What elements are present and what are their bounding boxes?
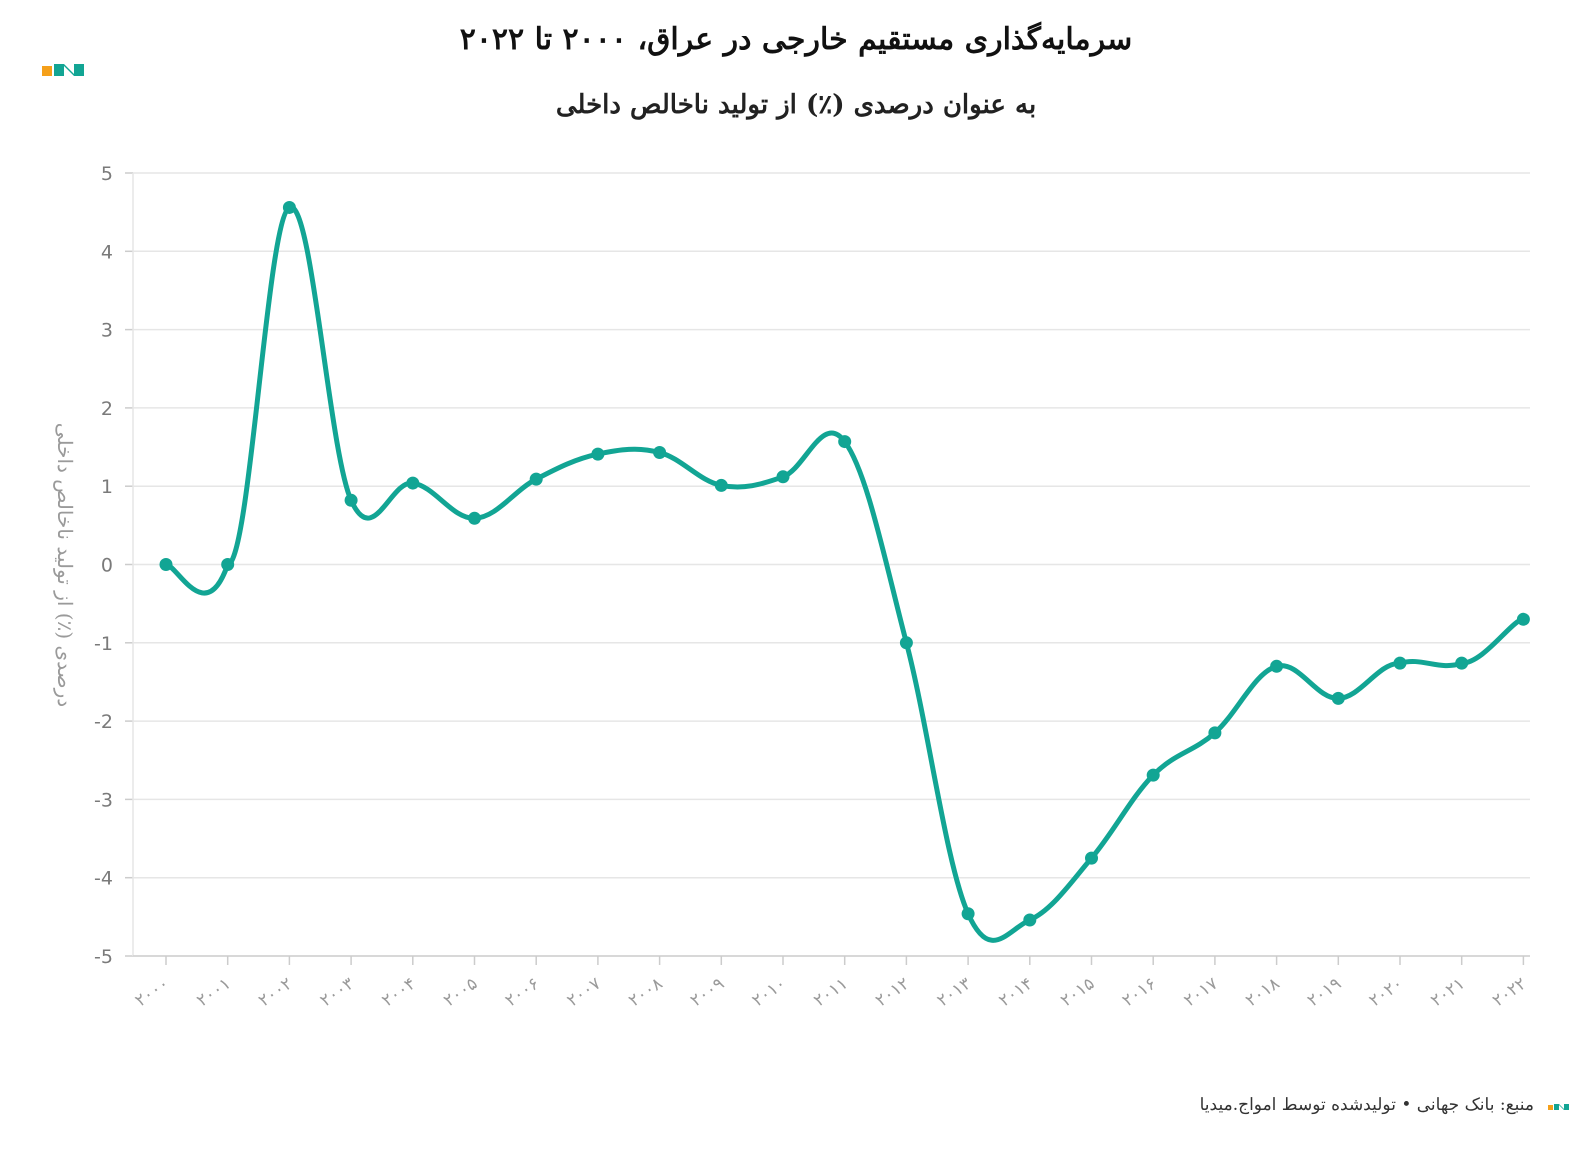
data-point[interactable]: [653, 446, 667, 460]
y-axis-label: درصدی (٪) از تولید ناخالص داخلی: [53, 423, 77, 707]
x-tick-label: ۲۰۲۲: [1489, 974, 1530, 1011]
data-point[interactable]: [529, 472, 543, 486]
data-point[interactable]: [406, 476, 420, 490]
data-point[interactable]: [282, 200, 296, 214]
x-tick-label: ۲۰۱۵: [1057, 974, 1098, 1011]
y-tick-label: 1: [101, 476, 113, 498]
x-tick-label: ۲۰۱۲: [872, 974, 913, 1011]
y-tick-label: 3: [101, 320, 113, 342]
x-tick-label: ۲۰۱۸: [1242, 974, 1283, 1011]
y-tick-label: 4: [101, 241, 113, 263]
x-tick-label: ۲۰۰۸: [625, 974, 666, 1011]
y-tick-label: -4: [94, 868, 113, 890]
data-point[interactable]: [1208, 726, 1222, 740]
data-point[interactable]: [899, 636, 913, 650]
amwaj-logo-icon: [42, 64, 84, 76]
x-tick-label: ۲۰۱۰: [748, 974, 789, 1011]
data-point[interactable]: [961, 907, 975, 921]
y-tick-label: -3: [94, 789, 113, 811]
x-tick-label: ۲۰۱۶: [1119, 974, 1160, 1011]
x-tick-label: ۲۰۱۱: [810, 974, 851, 1011]
amwaj-logo-small-icon: [1548, 1104, 1569, 1110]
y-axis: 5 4 3 2 1 0 -1 -2 -3 -4 -5: [94, 163, 134, 968]
y-tick-label: -2: [94, 711, 113, 733]
y-tick-label: -1: [94, 633, 113, 655]
data-point[interactable]: [221, 558, 235, 571]
data-point[interactable]: [1085, 851, 1098, 865]
x-tick-label: ۲۰۲۰: [1365, 974, 1406, 1011]
x-tick-label: ۲۰۱۳: [934, 974, 975, 1011]
data-points: [159, 200, 1530, 927]
grid-lines: [133, 172, 1530, 957]
x-tick-label: ۲۰۰۰: [131, 974, 172, 1011]
data-point[interactable]: [1023, 913, 1037, 927]
data-point[interactable]: [1270, 659, 1284, 673]
data-point[interactable]: [838, 435, 852, 449]
x-tick-label: ۲۰۱۴: [995, 974, 1036, 1011]
data-point[interactable]: [776, 470, 790, 484]
data-point[interactable]: [1516, 612, 1530, 626]
data-point[interactable]: [1146, 768, 1160, 782]
x-tick-label: ۲۰۲۱: [1427, 974, 1468, 1011]
y-tick-label: 5: [101, 163, 113, 185]
data-point[interactable]: [1331, 691, 1345, 705]
data-point[interactable]: [714, 478, 728, 492]
x-tick-label: ۲۰۰۵: [440, 974, 481, 1011]
data-point[interactable]: [468, 511, 481, 525]
y-tick-label: -5: [94, 946, 113, 968]
chart-title: سرمایه‌گذاری مستقیم خارجی در عراق، ۲۰۰۰ …: [459, 22, 1133, 57]
data-point[interactable]: [591, 447, 605, 461]
x-tick-label: ۲۰۰۴: [378, 974, 419, 1011]
data-point[interactable]: [344, 493, 358, 507]
data-point[interactable]: [1455, 656, 1469, 670]
chart-subtitle: به عنوان درصدی (٪) از تولید ناخالص داخلی: [555, 90, 1037, 120]
x-tick-label: ۲۰۰۲: [255, 974, 296, 1011]
x-axis: ۲۰۰۰ ۲۰۰۱ ۲۰۰۲ ۲۰۰۳ ۲۰۰۴ ۲۰۰۵ ۲۰۰۶ ۲۰۰۷ ۲۰۰۸ ۲۰۰۹…: [131, 955, 1530, 1011]
series-line: [163, 204, 1526, 943]
x-tick-label: ۲۰۱۷: [1180, 974, 1221, 1011]
x-tick-label: ۲۰۰۶: [502, 974, 543, 1011]
x-tick-label: ۲۰۰۳: [317, 974, 358, 1011]
data-point[interactable]: [159, 558, 173, 571]
x-tick-label: ۲۰۰۹: [687, 974, 728, 1011]
x-tick-label: ۲۰۰۱: [193, 974, 234, 1011]
data-point[interactable]: [1393, 656, 1407, 670]
x-tick-label: ۲۰۱۹: [1304, 974, 1345, 1011]
y-tick-label: 0: [101, 555, 113, 577]
source-note: منبع: بانک جهانی • تولیدشده توسط امواج.م…: [1199, 1095, 1534, 1115]
x-tick-label: ۲۰۰۷: [563, 974, 604, 1011]
y-tick-label: 2: [101, 398, 113, 420]
